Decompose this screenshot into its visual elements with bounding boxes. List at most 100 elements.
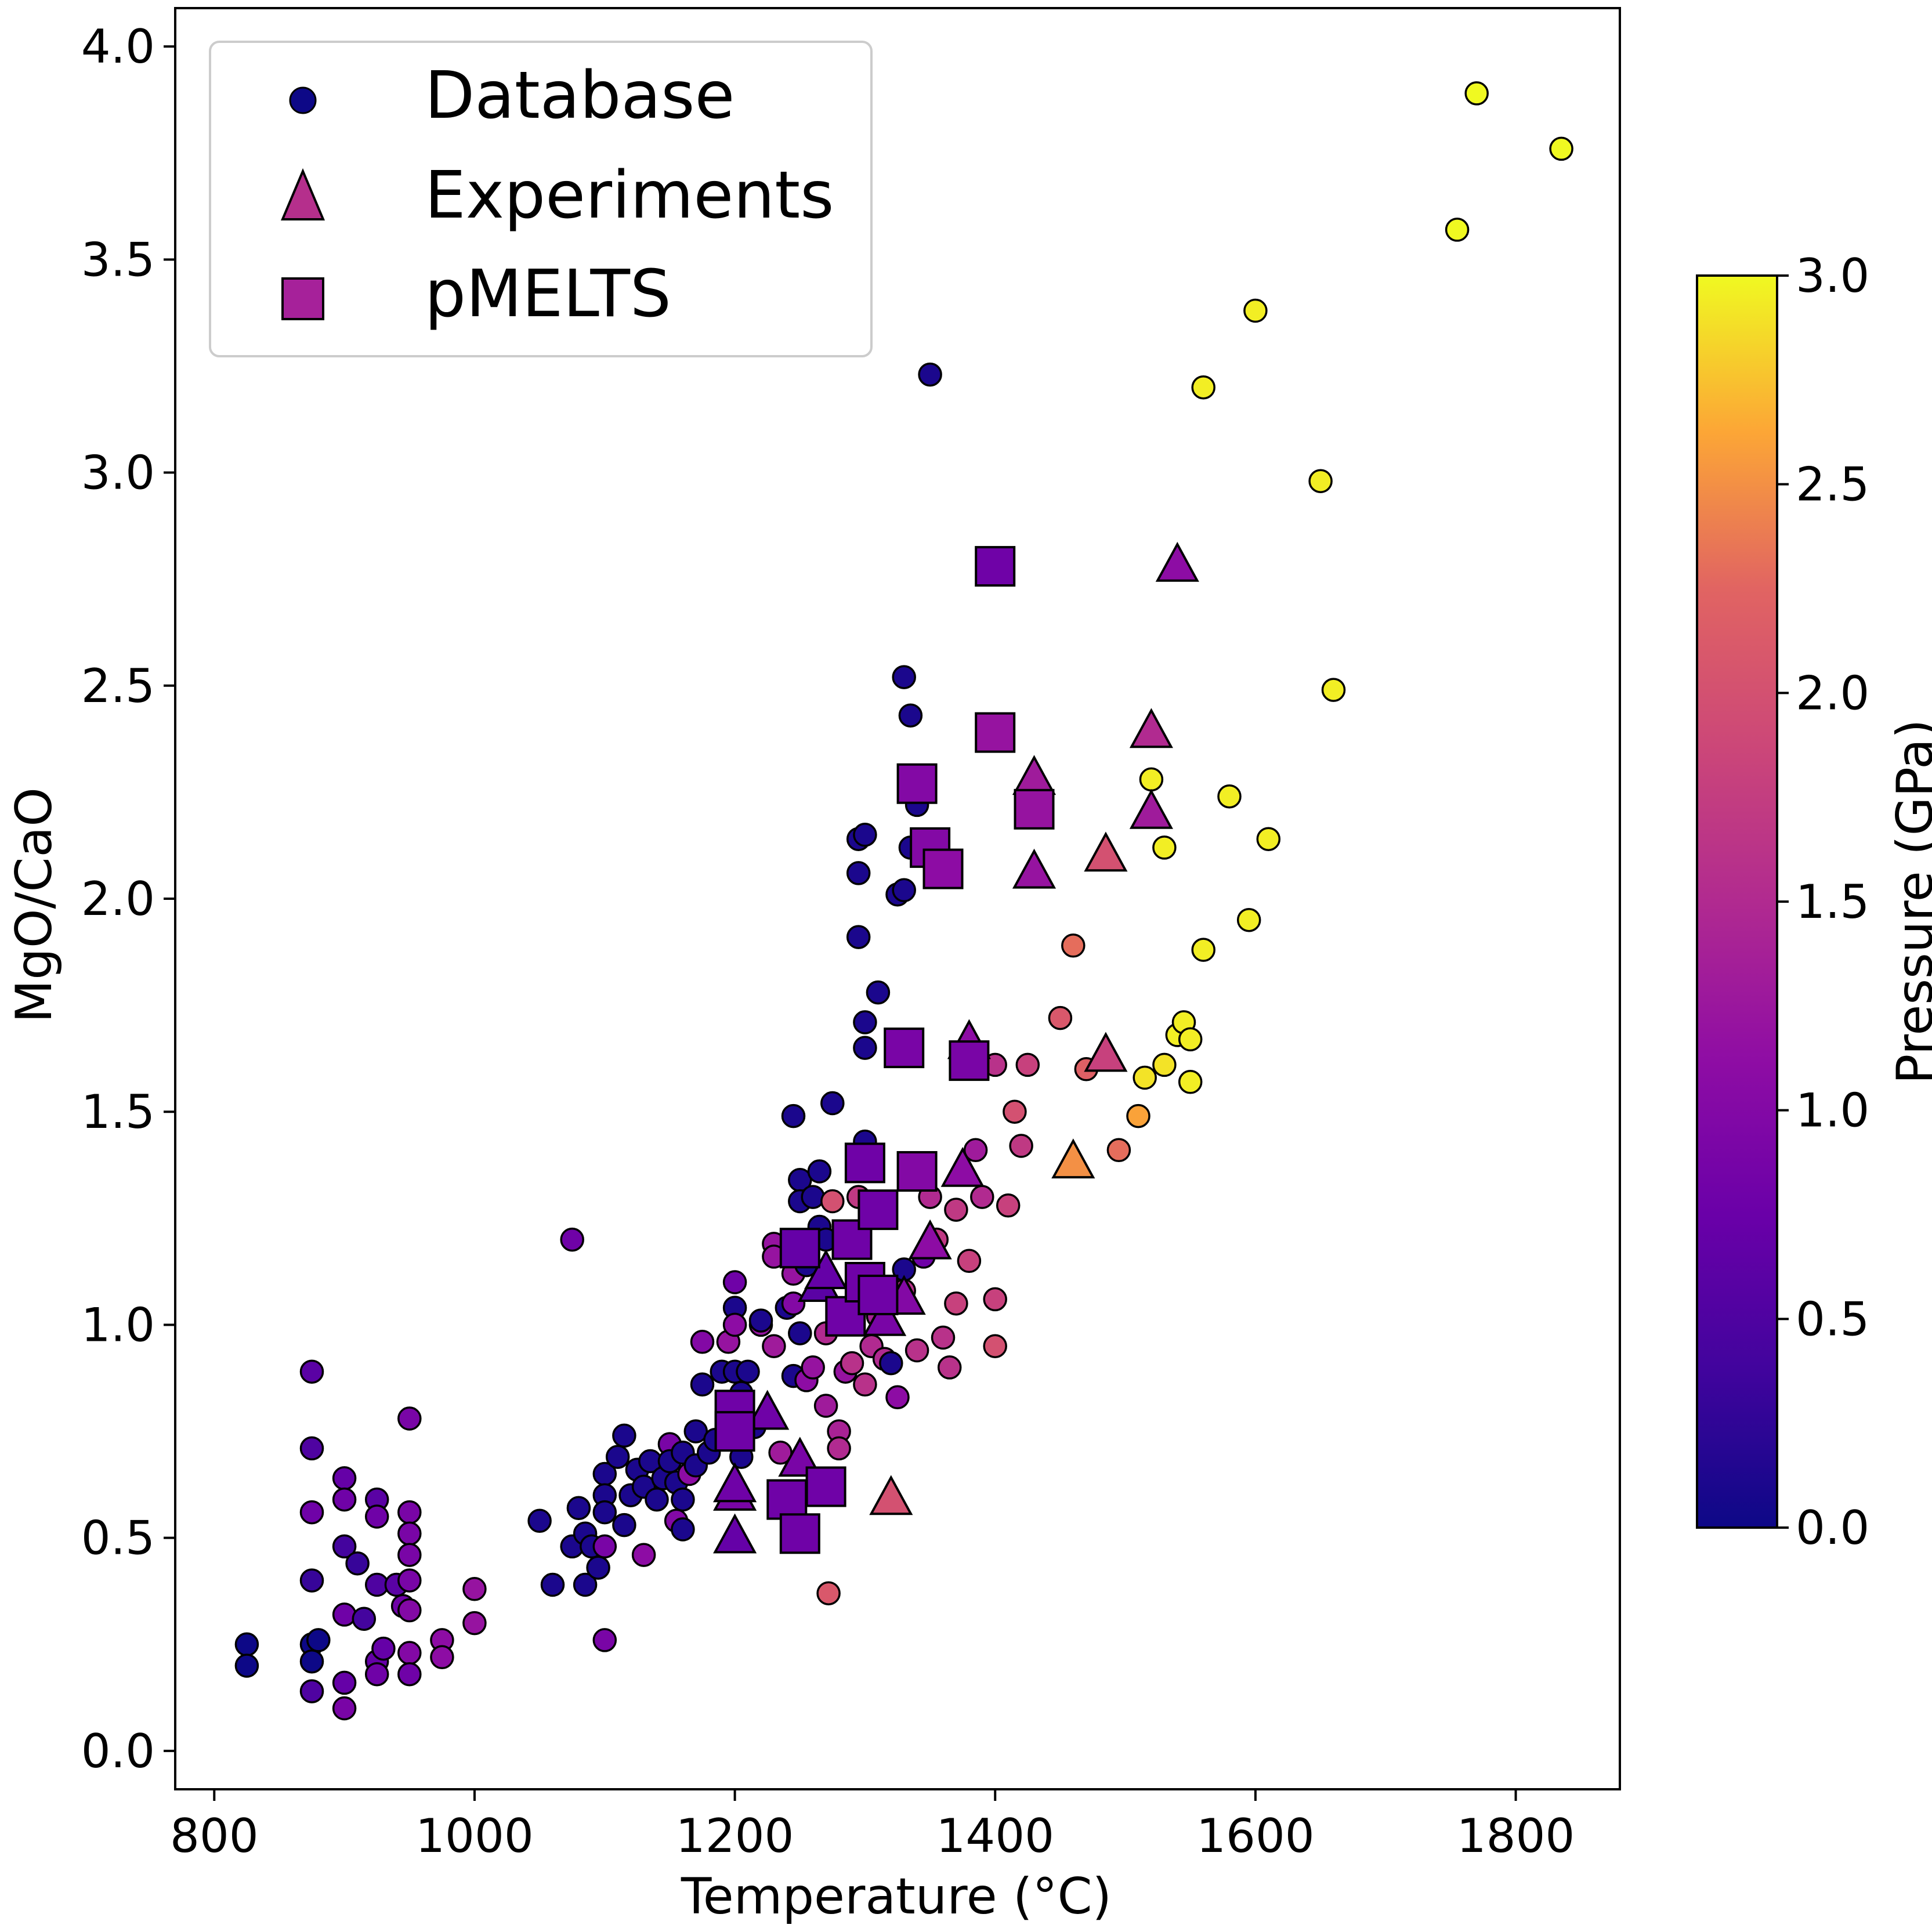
- database-point-148: [957, 1249, 982, 1273]
- pmelts-point-19: [975, 712, 1016, 753]
- database-point-152: [983, 1287, 1007, 1312]
- database-point-19: [364, 1504, 389, 1529]
- database-point-149: [963, 1138, 988, 1163]
- database-point-158: [1048, 1005, 1073, 1030]
- database-point-53: [612, 1423, 636, 1448]
- experiments-point-11: [940, 1146, 985, 1187]
- experiments-point-16: [1084, 831, 1128, 872]
- database-point-15: [332, 1696, 357, 1721]
- database-point-33: [397, 1662, 422, 1687]
- experiments-point-18: [1129, 708, 1173, 748]
- x-axis-label: Temperature (°C): [681, 1868, 1112, 1926]
- x-tick-label: 1400: [936, 1809, 1054, 1863]
- database-point-111: [820, 1189, 845, 1214]
- legend: Database Experiments pMELTS: [209, 41, 873, 357]
- database-point-32: [397, 1641, 422, 1665]
- database-point-166: [1152, 1052, 1177, 1077]
- pmelts-point-16: [922, 848, 964, 889]
- database-point-16: [345, 1551, 370, 1576]
- x-tick-label: 1600: [1196, 1809, 1315, 1863]
- x-tick-label: 1200: [676, 1809, 794, 1863]
- x-tick-label: 800: [170, 1809, 259, 1863]
- legend-database-marker: [289, 86, 317, 114]
- y-axis: 0.0 0.5 1.0 1.5 2.0 2.5 3.0 3.5 4.0: [81, 20, 175, 1778]
- y-tick-label: 1.0: [81, 1298, 155, 1352]
- database-point-68: [671, 1517, 695, 1542]
- database-point-129: [879, 1351, 903, 1376]
- series-pmelts: [714, 546, 1055, 1554]
- pmelts-point-14: [896, 1151, 938, 1192]
- database-point-155: [1003, 1099, 1027, 1124]
- database-point-11: [332, 1487, 357, 1512]
- database-point-38: [527, 1508, 552, 1533]
- database-point-144: [931, 1325, 956, 1350]
- database-point-154: [996, 1193, 1021, 1218]
- database-point-159: [1061, 934, 1086, 958]
- database-point-113: [827, 1436, 851, 1461]
- colorbar-gradient: [1696, 274, 1778, 1529]
- database-point-157: [1015, 1052, 1040, 1077]
- y-tick-label: 4.0: [81, 20, 155, 74]
- pmelts-point-3: [779, 1513, 820, 1554]
- experiments-point-19: [1129, 788, 1173, 829]
- database-point-161: [1106, 1138, 1131, 1163]
- x-tick-label: 1800: [1457, 1809, 1575, 1863]
- x-tick-label: 1000: [415, 1809, 534, 1863]
- pmelts-point-18: [975, 546, 1016, 587]
- experiments-point-6: [804, 1249, 848, 1289]
- database-point-73: [690, 1330, 715, 1354]
- database-point-27: [397, 1406, 422, 1431]
- x-axis: 800 1000 1200 1400 1600 1800: [170, 1789, 1575, 1863]
- experiments-point-17: [1084, 1032, 1128, 1072]
- database-point-39: [540, 1572, 565, 1597]
- experiments-point-8: [869, 1475, 913, 1515]
- database-point-30: [397, 1543, 422, 1567]
- database-point-96: [781, 1291, 806, 1316]
- database-point-146: [944, 1197, 968, 1222]
- database-point-153: [983, 1334, 1007, 1358]
- database-point-12: [332, 1534, 357, 1559]
- database-point-17: [352, 1607, 377, 1631]
- database-point-172: [1191, 938, 1215, 962]
- database-point-104: [801, 1355, 825, 1380]
- database-point-82: [722, 1312, 747, 1337]
- y-tick-label: 3.5: [81, 233, 155, 287]
- pmelts-point-12: [884, 1027, 925, 1069]
- pmelts-point-9: [858, 1189, 899, 1231]
- colorbar-tick-label: 2.5: [1796, 458, 1869, 512]
- database-point-121: [853, 1010, 877, 1034]
- database-point-6: [299, 1568, 324, 1593]
- colorbar-tick-label: 1.0: [1796, 1084, 1869, 1138]
- database-point-115: [840, 1351, 864, 1376]
- database-point-120: [853, 823, 877, 847]
- database-point-9: [299, 1359, 324, 1384]
- legend-experiments-label: Experiments: [425, 158, 834, 233]
- database-point-136: [898, 703, 923, 728]
- database-point-122: [853, 1036, 877, 1060]
- database-point-28: [397, 1500, 422, 1525]
- y-tick-label: 2.5: [81, 659, 155, 713]
- pmelts-point-13: [896, 763, 938, 804]
- database-point-171: [1191, 375, 1215, 400]
- database-point-3: [299, 1649, 324, 1674]
- y-tick-label: 0.0: [81, 1724, 155, 1778]
- database-point-31: [397, 1598, 422, 1623]
- database-point-54: [612, 1513, 636, 1537]
- pmelts-point-2: [766, 1479, 808, 1520]
- database-point-88: [748, 1308, 773, 1333]
- database-point-7: [299, 1500, 324, 1525]
- database-point-105: [807, 1159, 832, 1184]
- database-point-182: [816, 1581, 841, 1605]
- database-point-109: [813, 1394, 838, 1418]
- database-point-132: [892, 665, 916, 689]
- database-point-29: [397, 1521, 422, 1546]
- experiments-point-3: [746, 1390, 790, 1430]
- database-point-175: [1243, 298, 1268, 323]
- database-point-169: [1178, 1070, 1203, 1094]
- database-point-42: [566, 1496, 591, 1521]
- y-tick-label: 2.0: [81, 872, 155, 926]
- database-point-181: [1549, 136, 1573, 161]
- database-point-14: [332, 1670, 357, 1695]
- database-point-8: [299, 1436, 324, 1461]
